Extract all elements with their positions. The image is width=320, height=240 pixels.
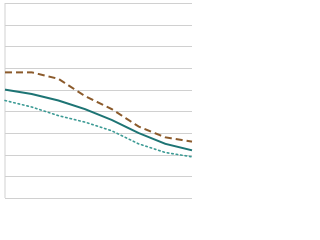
line-series: [4, 88, 193, 152]
line-series: [5, 71, 193, 143]
line-series: [4, 99, 193, 158]
chart: [4, 3, 193, 199]
page: {"chart_data": {"type": "line", "categor…: [4, 3, 193, 199]
